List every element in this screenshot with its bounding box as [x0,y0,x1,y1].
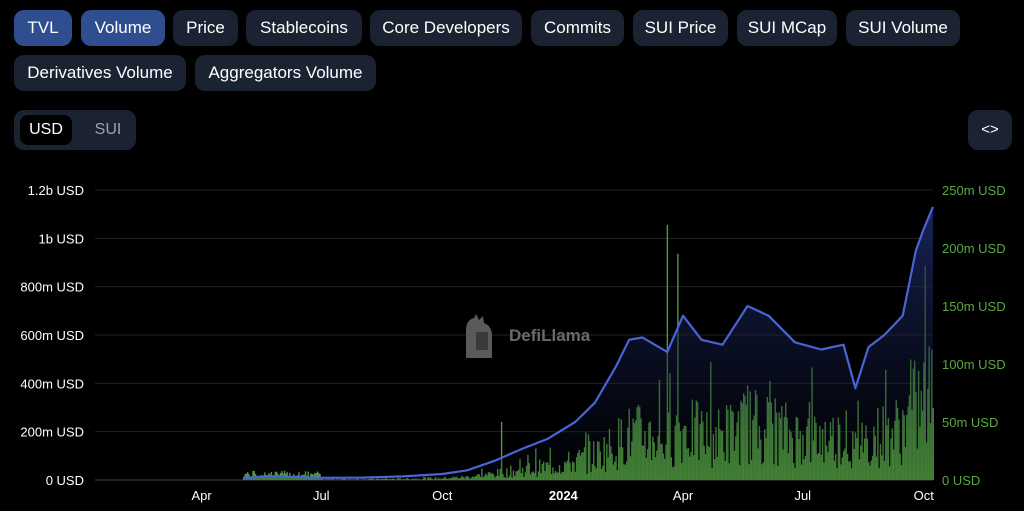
right-axis-tick: 200m USD [942,241,1006,256]
volume-bar [307,471,309,480]
code-icon: <> [981,121,999,138]
x-axis-labels: Apr Jul Oct 2024 Apr Jul Oct [191,488,934,503]
left-axis-tick: 400m USD [20,376,84,391]
volume-bar [252,470,254,480]
tab-price[interactable]: Price [173,10,238,46]
right-axis-tick: 100m USD [942,357,1006,372]
x-axis-tick: 2024 [549,488,579,503]
volume-bar [316,471,319,480]
volume-bar [253,471,255,480]
tab-commits[interactable]: Commits [531,10,624,46]
embed-button[interactable]: <> [968,110,1012,150]
x-axis-tick: Jul [313,488,330,503]
left-axis-tick: 1b USD [38,231,84,246]
tab-sui-volume[interactable]: SUI Volume [846,10,960,46]
volume-bar [304,471,307,480]
tab-sui-price[interactable]: SUI Price [633,10,728,46]
right-axis-labels: 0 USD 50m USD 100m USD 150m USD 200m USD 250m… [942,183,1006,488]
x-axis-tick: Apr [191,488,212,503]
tab-aggregators-volume[interactable]: Aggregators Volume [195,55,376,91]
currency-sui-button[interactable]: SUI [94,121,122,138]
left-axis-tick: 200m USD [20,425,84,440]
tvl-area [243,206,934,480]
chart: 0 USD 200m USD 400m USD 600m USD 800m USD 1b … [20,183,1006,503]
volume-bar [283,470,286,480]
x-axis-tick: Oct [432,488,453,503]
right-axis-tick: 150m USD [942,299,1006,314]
tab-volume[interactable]: Volume [81,10,165,46]
right-axis-tick: 0 USD [942,473,980,488]
left-axis-tick: 800m USD [20,280,84,295]
left-axis-tick: 600m USD [20,328,84,343]
volume-bar [500,422,503,480]
llama-logo-icon [466,314,492,358]
x-axis-tick: Apr [673,488,694,503]
volume-bar [247,472,249,480]
tab-derivatives-volume[interactable]: Derivatives Volume [14,55,186,91]
left-axis-tick: 1.2b USD [28,183,84,198]
right-axis-tick: 50m USD [942,415,998,430]
watermark: DefiLlama [460,314,600,360]
left-axis-labels: 0 USD 200m USD 400m USD 600m USD 800m USD 1b … [20,183,84,488]
tvl-series-line [243,206,935,480]
right-axis-tick: 250m USD [942,183,1006,198]
tab-stablecoins[interactable]: Stablecoins [246,10,362,46]
volume-bar [315,472,317,480]
watermark-text: DefiLlama [509,326,591,345]
x-axis-tick: Jul [794,488,811,503]
chart-grid [95,189,933,481]
currency-usd-button[interactable]: USD [20,115,72,145]
currency-toggle: USD SUI [14,110,136,150]
left-axis-tick: 0 USD [46,473,84,488]
volume-bar [932,408,934,480]
tab-tvl[interactable]: TVL [14,10,72,46]
volume-bar [318,472,320,480]
tvl-line [243,206,935,480]
tab-core-developers[interactable]: Core Developers [370,10,522,46]
tab-sui-mcap[interactable]: SUI MCap [737,10,837,46]
x-axis-tick: Oct [914,488,935,503]
tvl-area-fill [243,206,934,480]
